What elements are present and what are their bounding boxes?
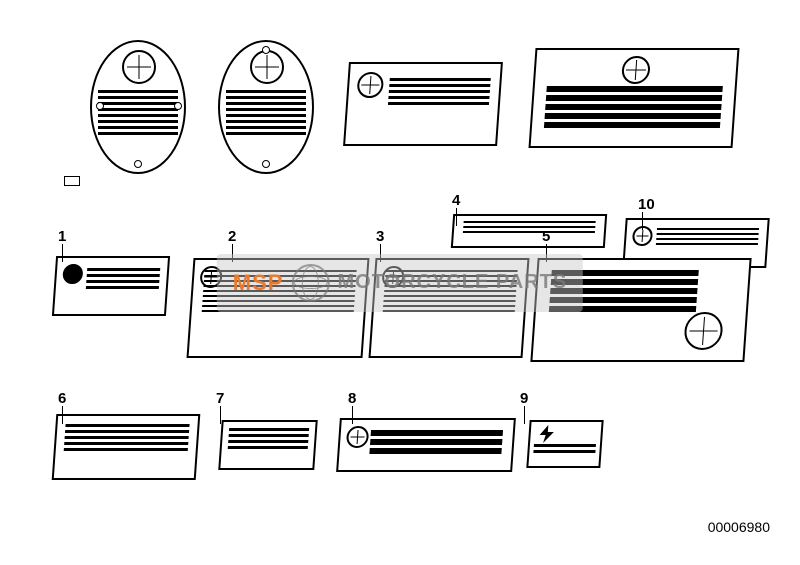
callout-label: 9 — [520, 390, 528, 407]
plate-1 — [52, 256, 170, 316]
bmw-logo-icon — [621, 56, 651, 84]
plate-5 — [530, 258, 751, 362]
image-number: 00006980 — [708, 519, 770, 535]
callout-label: 8 — [348, 390, 356, 407]
plate-3 — [369, 258, 530, 358]
bmw-logo-icon — [356, 72, 384, 98]
oval-plate-b — [218, 40, 314, 174]
callout-9: 9 — [520, 390, 528, 407]
callout-label: 2 — [228, 228, 236, 245]
bmw-logo-icon — [346, 426, 370, 448]
callout-label: 6 — [58, 390, 66, 407]
callout-label: 7 — [216, 390, 224, 407]
callout-label: 5 — [542, 228, 550, 245]
callout-10: 10 — [638, 196, 655, 213]
logo-icon — [62, 264, 83, 284]
callout-6: 6 — [58, 390, 66, 407]
callout-label: 3 — [376, 228, 384, 245]
plate-6 — [52, 414, 201, 480]
callout-3: 3 — [376, 228, 384, 245]
callout-label: 10 — [638, 196, 655, 213]
screw-icon — [64, 176, 80, 186]
rect-plate-c — [343, 62, 503, 146]
oval-plate-a — [90, 40, 186, 174]
callout-5: 5 — [542, 228, 550, 245]
bmw-logo-icon — [683, 312, 724, 350]
callout-8: 8 — [348, 390, 356, 407]
callout-4: 4 — [452, 192, 460, 209]
lightning-icon — [536, 424, 557, 444]
plate-4 — [451, 214, 607, 248]
callout-2: 2 — [228, 228, 236, 245]
rect-plate-d — [529, 48, 740, 148]
callout-7: 7 — [216, 390, 224, 407]
callout-label: 4 — [452, 192, 460, 209]
plate-7 — [218, 420, 317, 470]
callout-1: 1 — [58, 228, 66, 245]
bmw-logo-icon — [250, 50, 284, 84]
plate-8 — [336, 418, 516, 472]
diagram-canvas: 1 2 3 4 5 10 6 7 8 9 00006980 MSP MOTORC… — [0, 0, 800, 565]
plate-2 — [187, 258, 370, 358]
callout-label: 1 — [58, 228, 66, 245]
bmw-logo-icon — [122, 50, 156, 84]
plate-9 — [526, 420, 603, 468]
